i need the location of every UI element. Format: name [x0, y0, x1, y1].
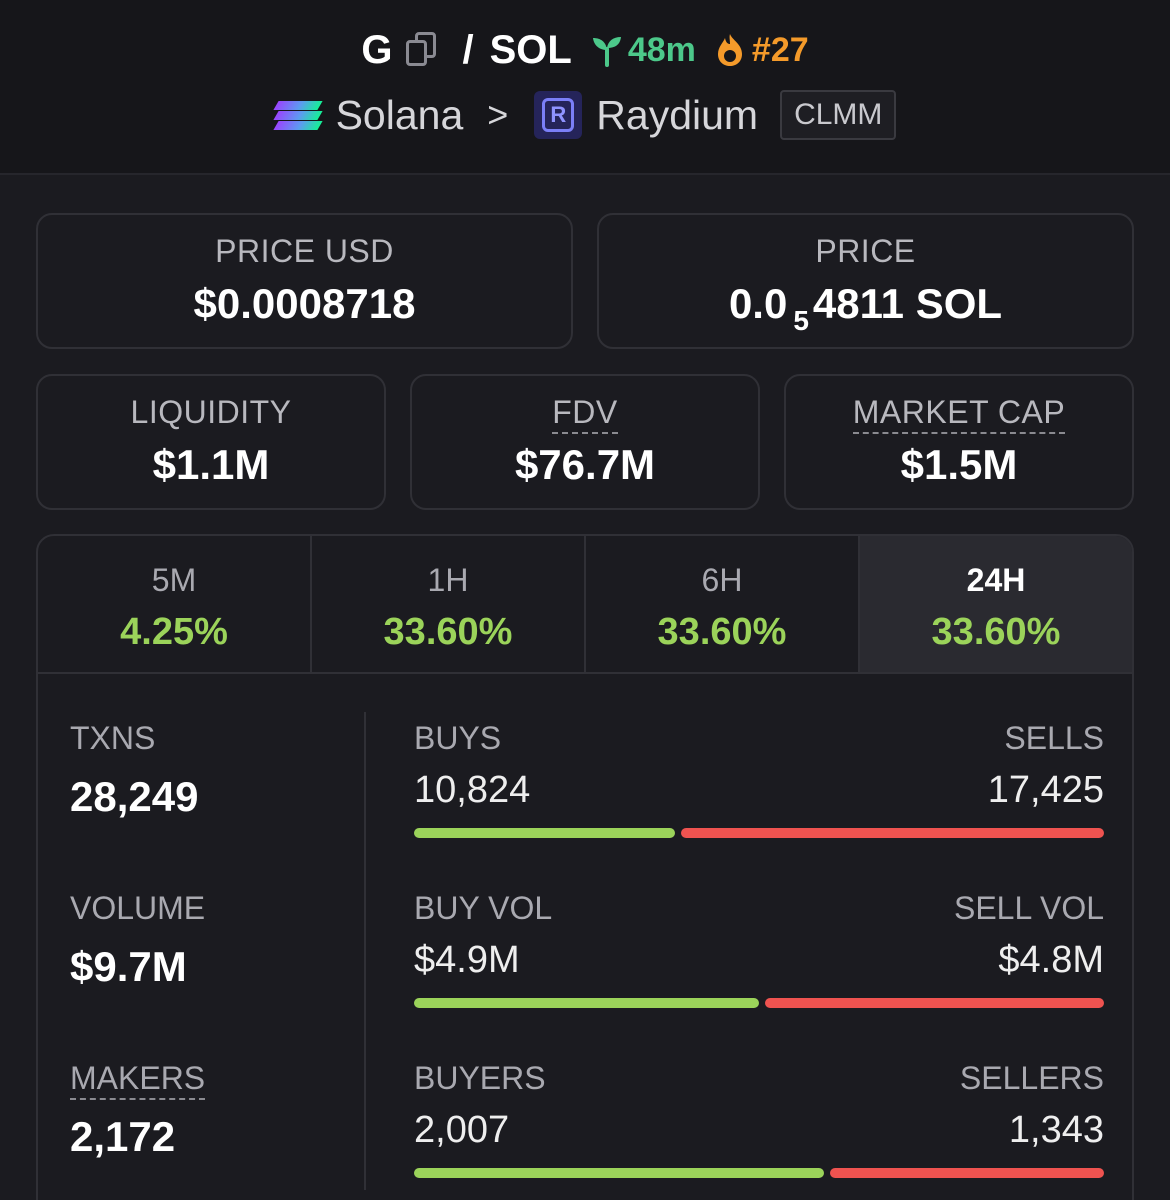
sprout-icon — [592, 37, 621, 67]
buyers-label: BUYERS — [414, 1060, 546, 1096]
change-1h: 33.60% — [383, 611, 513, 653]
sell-vol-value: $4.8M — [998, 939, 1104, 981]
price-native-label: PRICE — [815, 233, 916, 269]
market-cap-card[interactable]: MARKET CAP $1.5M — [784, 374, 1134, 510]
buy-vol-value: $4.9M — [414, 939, 520, 981]
buyers-value: 2,007 — [414, 1109, 510, 1151]
fdv-value: $76.7M — [514, 441, 656, 488]
price-native-card: PRICE 0.0 54811 SOL — [597, 213, 1134, 349]
solana-logo-icon — [272, 96, 323, 134]
liquidity-label: LIQUIDITY — [130, 394, 292, 430]
pair-slash: / — [462, 27, 474, 72]
buys-bar-fill — [414, 828, 676, 838]
tab-6h[interactable]: 6H 33.60% — [586, 536, 860, 672]
buy-sell-volume-bar — [414, 998, 1104, 1008]
stats-divider — [364, 712, 366, 1190]
tab-5m[interactable]: 5M 4.25% — [38, 536, 312, 672]
liquidity-value: $1.1M — [152, 441, 270, 488]
buyers-sellers-bar — [414, 1168, 1104, 1178]
liquidity-card: LIQUIDITY $1.1M — [36, 374, 386, 510]
volume-label: VOLUME — [70, 890, 206, 926]
tab-24h[interactable]: 24H 33.60% — [860, 536, 1132, 672]
price-usd-card: PRICE USD $0.0008718 — [36, 213, 573, 349]
trending-rank[interactable]: #27 — [714, 31, 809, 70]
txns-stat: TXNS 28,249 — [70, 720, 198, 821]
age-text: 48m — [627, 30, 696, 69]
buy-sell-volume-stat: BUY VOL SELL VOL $4.9M $4.8M — [414, 890, 1104, 1008]
dex-name[interactable]: Raydium — [596, 91, 759, 138]
buyers-sellers-stat: BUYERS SELLERS 2,007 1,343 — [414, 1060, 1104, 1178]
pair-header: G / SOL 48m #27 Solana > R Ray — [0, 0, 1170, 175]
raydium-logo-icon: R — [534, 91, 583, 139]
rank-text: #27 — [751, 30, 809, 69]
txns-label: TXNS — [70, 720, 156, 756]
txns-value: 28,249 — [70, 773, 199, 820]
sells-value: 17,425 — [987, 769, 1104, 811]
sellers-value: 1,343 — [1008, 1109, 1104, 1151]
sells-label: SELLS — [1004, 720, 1104, 756]
fdv-card[interactable]: FDV $76.7M — [410, 374, 760, 510]
makers-stat[interactable]: MAKERS 2,172 — [70, 1060, 206, 1161]
market-cap-label[interactable]: MARKET CAP — [852, 394, 1066, 434]
sellers-bar-fill — [830, 1168, 1104, 1178]
sells-bar-fill — [681, 828, 1104, 838]
buys-value: 10,824 — [414, 769, 531, 811]
buy-vol-bar-fill — [414, 998, 760, 1008]
chevron-right-icon: > — [487, 94, 509, 135]
volume-value: $9.7M — [70, 943, 187, 990]
chain-dex-row: Solana > R Raydium CLMM — [0, 86, 1170, 144]
buyers-bar-fill — [414, 1168, 825, 1178]
copy-icon[interactable] — [404, 32, 438, 68]
market-cap-value: $1.5M — [900, 441, 1018, 488]
chain-name[interactable]: Solana — [335, 91, 464, 138]
buys-sells-stat: BUYS SELLS 10,824 17,425 — [414, 720, 1104, 838]
buys-label: BUYS — [414, 720, 502, 756]
volume-stat: VOLUME $9.7M — [70, 890, 205, 991]
trading-stats-panel: 5M 4.25% 1H 33.60% 6H 33.60% 24H 33.60% … — [36, 534, 1134, 1200]
period-tabs: 5M 4.25% 1H 33.60% 6H 33.60% 24H 33.60% — [38, 536, 1132, 674]
quote-symbol: SOL — [489, 27, 572, 72]
pair-age: 48m — [590, 31, 696, 70]
change-24h: 33.60% — [931, 611, 1061, 653]
change-5m: 4.25% — [120, 611, 228, 653]
makers-value: 2,172 — [70, 1113, 176, 1160]
price-usd-value: $0.0008718 — [193, 280, 416, 327]
tab-1h[interactable]: 1H 33.60% — [312, 536, 586, 672]
sell-vol-label: SELL VOL — [953, 890, 1104, 926]
sell-vol-bar-fill — [765, 998, 1104, 1008]
buys-sells-bar — [414, 828, 1104, 838]
buy-vol-label: BUY VOL — [414, 890, 553, 926]
fdv-label[interactable]: FDV — [552, 394, 618, 434]
change-6h: 33.60% — [657, 611, 787, 653]
zero-count-subscript: 5 — [793, 305, 809, 336]
flame-icon — [717, 34, 742, 66]
pool-type-badge: CLMM — [780, 90, 897, 140]
price-usd-label: PRICE USD — [215, 233, 394, 269]
token-symbol: G — [361, 27, 393, 72]
pair-title-row: G / SOL 48m #27 — [0, 22, 1170, 78]
price-native-value: 0.0 54811 SOL — [728, 280, 1003, 336]
sellers-label: SELLERS — [959, 1060, 1104, 1096]
makers-label[interactable]: MAKERS — [70, 1060, 206, 1100]
